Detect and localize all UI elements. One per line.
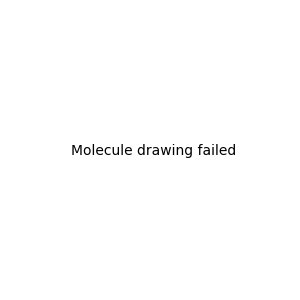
Text: Molecule drawing failed: Molecule drawing failed (71, 145, 236, 158)
